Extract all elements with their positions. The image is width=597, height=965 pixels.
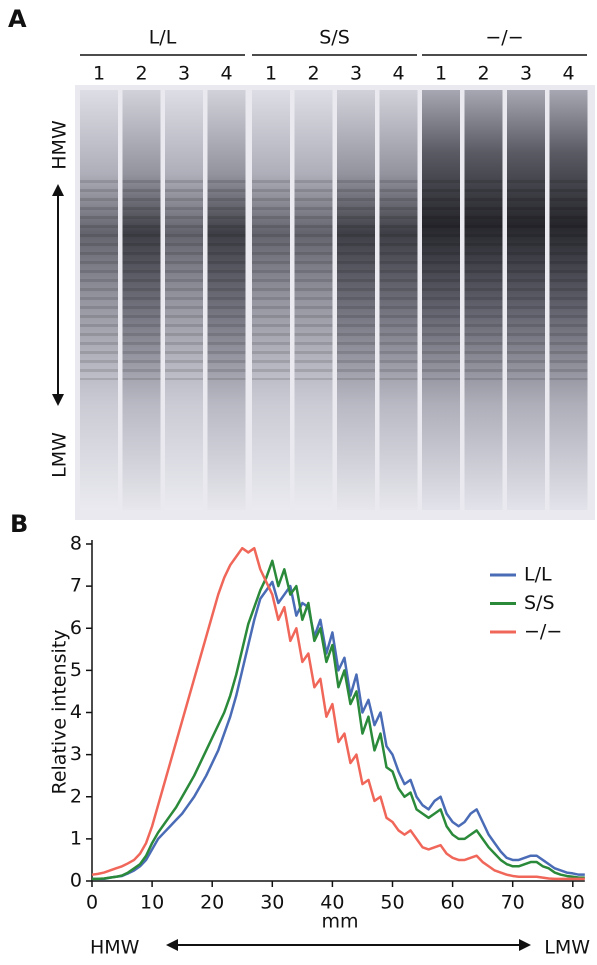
lane-label: 3 (178, 63, 190, 85)
x-tick-label: 80 (561, 892, 585, 914)
lane-label: 4 (392, 63, 404, 85)
x-tick-label: 50 (380, 892, 404, 914)
legend-label: L/L (524, 564, 552, 586)
y-tick-label: 1 (70, 827, 82, 849)
y-tick-label: 0 (70, 870, 82, 892)
y-axis-label: Relative intensity (49, 629, 71, 794)
legend-label: −/− (524, 621, 562, 643)
lane-label: 4 (220, 63, 232, 85)
lane-bands (294, 180, 333, 380)
y-tick-label: 4 (70, 701, 82, 723)
x-start-label: HMW (90, 937, 140, 959)
series-line (92, 559, 585, 881)
lane-label: 1 (265, 63, 277, 85)
lane-label: 4 (562, 63, 574, 85)
lane-bands (165, 180, 203, 380)
group-label: S/S (319, 27, 350, 49)
lane-bands (122, 180, 161, 380)
lane-bands (379, 180, 418, 380)
lane-bands (80, 180, 118, 380)
group-label: L/L (149, 27, 177, 49)
hmw-label: HMW (49, 120, 71, 170)
lane-label: 2 (477, 63, 489, 85)
lane-bands (549, 180, 588, 380)
lane-label: 3 (350, 63, 362, 85)
y-tick-label: 2 (70, 785, 82, 807)
x-end-label: LMW (544, 937, 590, 959)
x-tick-label: 30 (260, 892, 284, 914)
legend-label: S/S (524, 592, 555, 614)
lane-bands (464, 180, 503, 380)
lmw-label: LMW (49, 432, 71, 478)
x-tick-label: 70 (501, 892, 525, 914)
x-tick-label: 40 (320, 892, 344, 914)
horizontal-arrow (166, 939, 531, 951)
lane-bands (422, 180, 460, 380)
lane-label: 3 (520, 63, 532, 85)
x-tick-label: 20 (200, 892, 224, 914)
lane-bands (507, 180, 545, 380)
y-tick-label: 3 (70, 743, 82, 765)
lane-bands (252, 180, 290, 380)
x-tick-label: 10 (140, 892, 164, 914)
series-line (91, 546, 585, 881)
panel-label: A (8, 5, 27, 33)
group-label: −/− (485, 27, 523, 49)
lane-bands (337, 180, 375, 380)
x-tick-label: 0 (86, 892, 98, 914)
y-tick-label: 7 (70, 575, 82, 597)
vertical-arrow (52, 184, 64, 406)
y-tick-label: 8 (70, 533, 82, 555)
lane-label: 1 (93, 63, 105, 85)
panel-label: B (10, 510, 28, 538)
lane-bands (207, 180, 246, 380)
lane-label: 2 (307, 63, 319, 85)
series-line (92, 580, 585, 881)
gel-lanes (80, 90, 588, 510)
lane-label: 2 (135, 63, 147, 85)
x-axis-label: mm (321, 911, 358, 933)
lane-label: 1 (435, 63, 447, 85)
y-tick-label: 5 (70, 659, 82, 681)
y-tick-label: 6 (70, 617, 82, 639)
x-tick-label: 60 (441, 892, 465, 914)
